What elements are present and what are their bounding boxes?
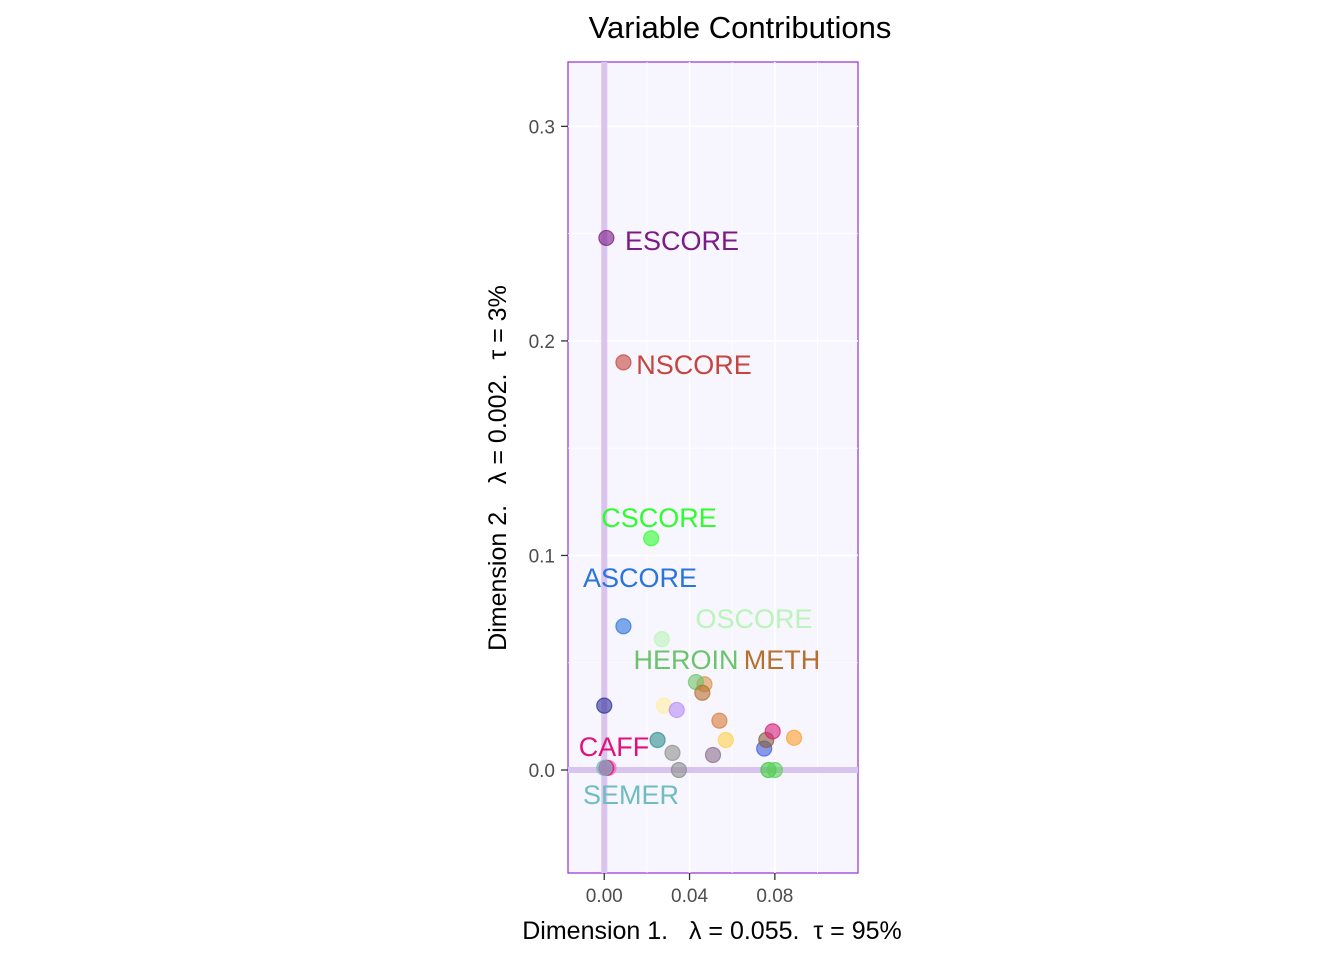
point-label-oscore: OSCORE [695,604,812,634]
data-point [766,761,783,779]
plot-panel [567,61,859,874]
panel-border [567,61,859,874]
y-tick-label: 0.2 [529,332,555,353]
data-point [764,723,781,740]
point-label-heroin: HEROIN [633,645,738,675]
data-point [668,701,685,719]
x-axis-title: Dimension 1. λ = 0.055. τ = 95% [522,917,902,945]
point-label-ascore: ASCORE [583,563,697,593]
data-point-semer [596,759,613,776]
x-axis: 0.00 0.04 0.08 [586,873,793,907]
y-tick-label: 0.0 [529,761,555,782]
y-tick-label: 0.1 [529,546,555,567]
data-point [670,761,687,779]
x-tick-label: 0.08 [756,886,793,907]
data-point [596,697,613,714]
data-point [785,729,803,746]
data-points [596,229,803,779]
point-label-caff: CAFF [579,732,650,762]
point-label-nscore: NSCORE [636,350,752,380]
data-point [664,744,681,761]
point-labels: ESCORE NSCORE CSCORE ASCORE OSCORE HEROIN METH… [579,226,821,810]
data-point-cscore [643,530,660,547]
y-tick-label: 0.3 [529,117,555,138]
data-point-nscore [615,354,632,371]
y-axis: 0.0 0.1 0.2 0.3 [529,117,568,782]
data-point [711,712,728,729]
reference-lines [568,62,858,873]
data-point-escore [598,229,615,247]
data-point [649,731,666,749]
panel-background [568,62,858,873]
data-point-meth [694,684,711,701]
x-tick-label: 0.04 [671,886,708,907]
data-point-ascore [615,618,632,635]
x-tick-label: 0.00 [586,886,623,907]
data-point-oscore [653,631,670,648]
data-point [704,746,722,764]
point-label-meth: METH [744,645,821,675]
point-label-semer: SEMER [583,780,679,810]
data-point [717,731,734,749]
point-label-escore: ESCORE [625,226,739,256]
y-axis-title: Dimension 2. λ = 0.002. τ = 3% [484,285,512,651]
chart-title: Variable Contributions [589,10,892,45]
point-label-cscore: CSCORE [601,503,717,533]
